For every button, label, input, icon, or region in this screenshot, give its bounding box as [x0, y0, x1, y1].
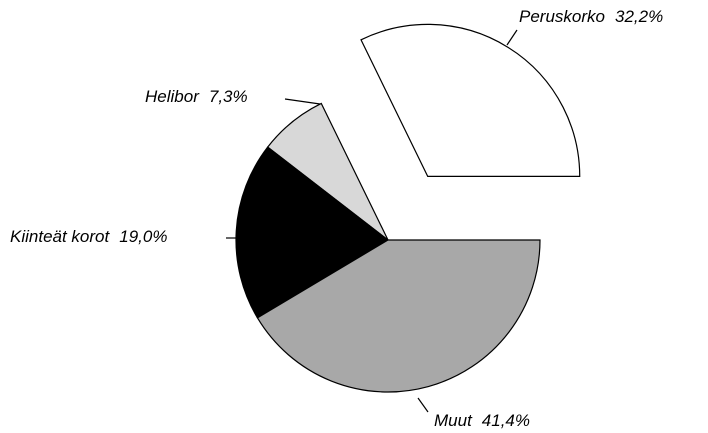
leader-line — [417, 397, 429, 413]
leader-line — [284, 98, 321, 105]
category-name: Peruskorko — [519, 7, 605, 26]
category-name: Muut — [434, 411, 473, 430]
slice-label: Muut 41,4% — [434, 411, 530, 430]
value-label: 7,3% — [209, 87, 248, 106]
slice-label: Helibor 7,3% — [145, 87, 248, 106]
pie-slice — [360, 23, 581, 177]
category-name: Helibor — [145, 87, 200, 106]
value-label: 32,2% — [615, 7, 663, 26]
value-label: 41,4% — [482, 411, 530, 430]
category-name: Kiinteät korot — [10, 227, 110, 246]
slice-label: Kiinteät korot 19,0% — [10, 227, 167, 246]
slice-label: Peruskorko 32,2% — [519, 7, 663, 26]
leader-line — [506, 29, 518, 46]
pie-slice — [235, 146, 390, 319]
value-label: 19,0% — [119, 227, 167, 246]
pie-slice — [256, 239, 541, 393]
